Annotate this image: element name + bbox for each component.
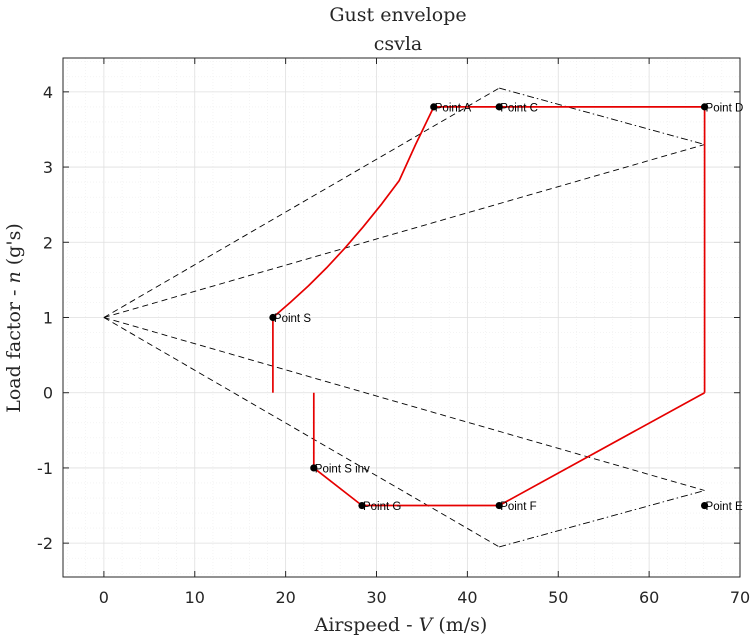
flight-envelope xyxy=(272,106,706,507)
envelope-positive-stall xyxy=(272,106,435,319)
y-axis-label-variable: n xyxy=(3,271,25,283)
y-axis-label-unit: (g's) xyxy=(3,223,25,271)
chart-title: Gust envelope xyxy=(329,4,466,26)
x-tick-label: 20 xyxy=(275,588,295,607)
point-f-label: Point F xyxy=(500,501,536,513)
labeled-points: Point A Point C Point D Point S Point S inv P… xyxy=(269,102,743,513)
y-axis-label-prefix: Load factor - xyxy=(3,284,25,413)
axis-ticks: 0 10 20 30 40 50 60 70 -2 -1 0 1 2 3 4 xyxy=(37,58,750,607)
x-tick-label: 0 xyxy=(99,588,109,607)
x-tick-label: 10 xyxy=(185,588,205,607)
point-e-label: Point E xyxy=(706,501,743,513)
gust-line-dashed xyxy=(103,317,500,548)
point-c-marker xyxy=(495,103,503,111)
y-tick-label: 3 xyxy=(43,158,53,177)
point-s-marker xyxy=(269,313,277,322)
x-tick-label: 70 xyxy=(730,588,750,607)
point-a-marker xyxy=(430,103,438,111)
point-s-inv-marker xyxy=(310,464,318,472)
gust-line-dashdot xyxy=(499,87,705,145)
gust-line-dashdot xyxy=(499,490,705,548)
x-axis-label: Airspeed - V (m/s) xyxy=(314,614,488,636)
x-axis-label-unit: (m/s) xyxy=(432,614,487,636)
y-tick-label: -1 xyxy=(37,459,53,478)
point-a-label: Point A xyxy=(435,102,472,114)
y-tick-label: 0 xyxy=(43,384,53,403)
point-d-label: Point D xyxy=(706,102,744,114)
point-s-inv-label: Point S inv xyxy=(315,463,370,475)
y-tick-label: -2 xyxy=(37,534,53,553)
point-g-marker xyxy=(358,501,366,510)
point-g-label: Point G xyxy=(363,501,401,513)
envelope-negative-dive xyxy=(498,391,706,507)
x-tick-label: 40 xyxy=(457,588,477,607)
gust-line-dashed xyxy=(103,87,500,318)
point-e-marker xyxy=(700,501,709,510)
y-tick-label: 2 xyxy=(43,233,53,252)
y-axis-label: Load factor - n (g's) xyxy=(3,223,25,413)
x-tick-label: 50 xyxy=(548,588,568,607)
grid xyxy=(63,58,741,577)
x-tick-label: 60 xyxy=(639,588,659,607)
gust-line-dashed xyxy=(103,317,705,491)
y-tick-label: 4 xyxy=(43,83,53,102)
point-f-marker xyxy=(495,501,503,510)
point-s-label: Point S xyxy=(274,313,311,325)
x-axis-label-variable: V xyxy=(419,614,435,636)
gust-lines xyxy=(103,87,705,548)
gust-line-dashed xyxy=(103,144,705,318)
point-c-label: Point C xyxy=(500,102,538,114)
envelope-negative-stall xyxy=(312,392,363,507)
x-tick-label: 30 xyxy=(366,588,386,607)
x-axis-label-prefix: Airspeed - xyxy=(314,614,419,636)
y-tick-label: 1 xyxy=(43,309,53,328)
chart-subtitle: csvla xyxy=(374,33,423,55)
point-d-marker xyxy=(700,103,709,111)
